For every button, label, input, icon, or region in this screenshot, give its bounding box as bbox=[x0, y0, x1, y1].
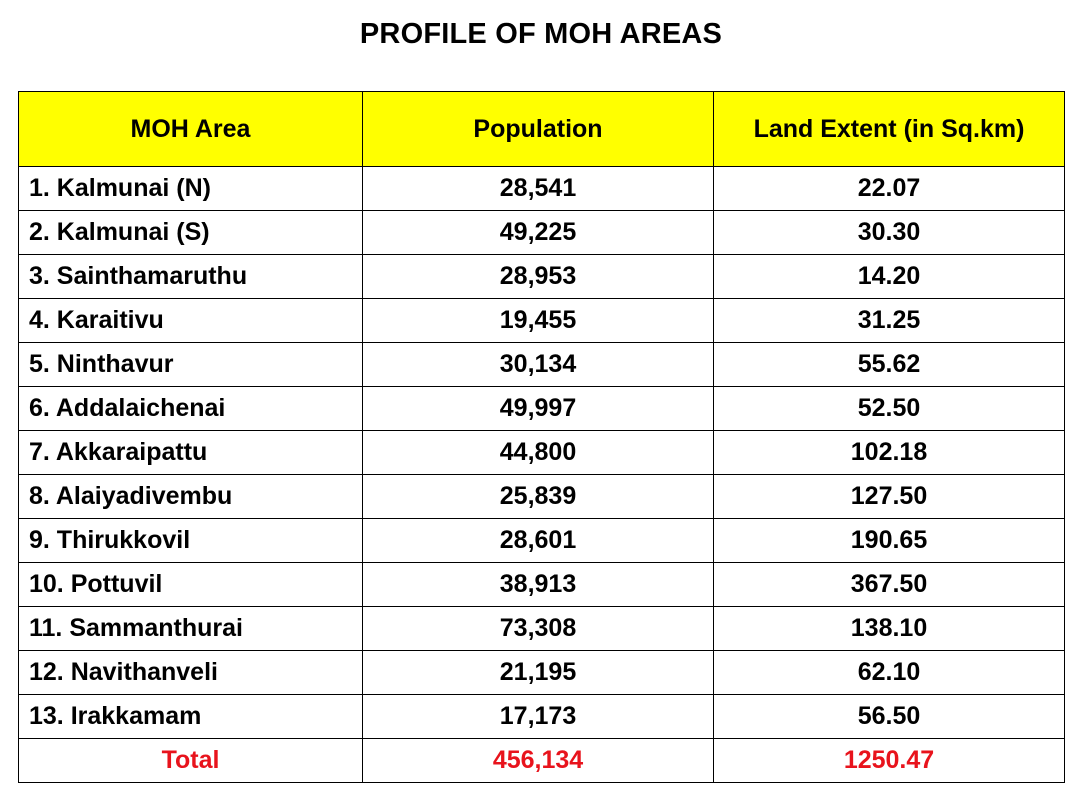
table-row: 9. Thirukkovil 28,601 190.65 bbox=[18, 518, 1065, 563]
cell-area: 2. Kalmunai (S) bbox=[18, 210, 363, 255]
cell-population: 19,455 bbox=[362, 298, 714, 343]
table-row: 5. Ninthavur 30,134 55.62 bbox=[18, 342, 1065, 387]
cell-area: 4. Karaitivu bbox=[18, 298, 363, 343]
cell-area: 12. Navithanveli bbox=[18, 650, 363, 695]
table-row: 7. Akkaraipattu 44,800 102.18 bbox=[18, 430, 1065, 475]
cell-land-extent: 55.62 bbox=[713, 342, 1065, 387]
cell-area: 7. Akkaraipattu bbox=[18, 430, 363, 475]
cell-land-extent: 22.07 bbox=[713, 166, 1065, 211]
cell-population: 73,308 bbox=[362, 606, 714, 651]
total-row: Total 456,134 1250.47 bbox=[18, 738, 1065, 783]
table-row: 13. Irakkamam 17,173 56.50 bbox=[18, 694, 1065, 739]
table-header-row: MOH Area Population Land Extent (in Sq.k… bbox=[18, 91, 1065, 167]
table-row: 4. Karaitivu 19,455 31.25 bbox=[18, 298, 1065, 343]
table-row: 12. Navithanveli 21,195 62.10 bbox=[18, 650, 1065, 695]
table-row: 1. Kalmunai (N) 28,541 22.07 bbox=[18, 166, 1065, 211]
cell-land-extent: 30.30 bbox=[713, 210, 1065, 255]
cell-population: 28,953 bbox=[362, 254, 714, 299]
cell-area: 9. Thirukkovil bbox=[18, 518, 363, 563]
cell-land-extent: 52.50 bbox=[713, 386, 1065, 431]
page-title: PROFILE OF MOH AREAS bbox=[359, 18, 723, 50]
cell-land-extent: 138.10 bbox=[713, 606, 1065, 651]
cell-area: 5. Ninthavur bbox=[18, 342, 363, 387]
table-row: 8. Alaiyadivembu 25,839 127.50 bbox=[18, 474, 1065, 519]
cell-population: 28,601 bbox=[362, 518, 714, 563]
table-row: 10. Pottuvil 38,913 367.50 bbox=[18, 562, 1065, 607]
cell-population: 49,225 bbox=[362, 210, 714, 255]
cell-population: 28,541 bbox=[362, 166, 714, 211]
table-row: 6. Addalaichenai 49,997 52.50 bbox=[18, 386, 1065, 431]
cell-population: 38,913 bbox=[362, 562, 714, 607]
cell-area: 6. Addalaichenai bbox=[18, 386, 363, 431]
cell-land-extent: 367.50 bbox=[713, 562, 1065, 607]
table-row: 11. Sammanthurai 73,308 138.10 bbox=[18, 606, 1065, 651]
cell-land-extent: 62.10 bbox=[713, 650, 1065, 695]
header-moh-area: MOH Area bbox=[18, 91, 363, 167]
cell-land-extent: 190.65 bbox=[713, 518, 1065, 563]
cell-area: 8. Alaiyadivembu bbox=[18, 474, 363, 519]
cell-area: 11. Sammanthurai bbox=[18, 606, 363, 651]
cell-population: 30,134 bbox=[362, 342, 714, 387]
table-row: 2. Kalmunai (S) 49,225 30.30 bbox=[18, 210, 1065, 255]
cell-land-extent: 102.18 bbox=[713, 430, 1065, 475]
cell-area: 3. Sainthamaruthu bbox=[18, 254, 363, 299]
table-row: 3. Sainthamaruthu 28,953 14.20 bbox=[18, 254, 1065, 299]
cell-area: 13. Irakkamam bbox=[18, 694, 363, 739]
cell-land-extent: 14.20 bbox=[713, 254, 1065, 299]
cell-population: 44,800 bbox=[362, 430, 714, 475]
cell-area: 1. Kalmunai (N) bbox=[18, 166, 363, 211]
total-land-extent: 1250.47 bbox=[713, 738, 1065, 783]
cell-land-extent: 31.25 bbox=[713, 298, 1065, 343]
cell-population: 25,839 bbox=[362, 474, 714, 519]
cell-population: 49,997 bbox=[362, 386, 714, 431]
moh-profile-table: MOH Area Population Land Extent (in Sq.k… bbox=[18, 91, 1065, 783]
cell-land-extent: 127.50 bbox=[713, 474, 1065, 519]
cell-land-extent: 56.50 bbox=[713, 694, 1065, 739]
total-label: Total bbox=[18, 738, 363, 783]
cell-area: 10. Pottuvil bbox=[18, 562, 363, 607]
total-population: 456,134 bbox=[362, 738, 714, 783]
cell-population: 21,195 bbox=[362, 650, 714, 695]
cell-population: 17,173 bbox=[362, 694, 714, 739]
header-land-extent: Land Extent (in Sq.km) bbox=[713, 91, 1065, 167]
header-population: Population bbox=[362, 91, 714, 167]
